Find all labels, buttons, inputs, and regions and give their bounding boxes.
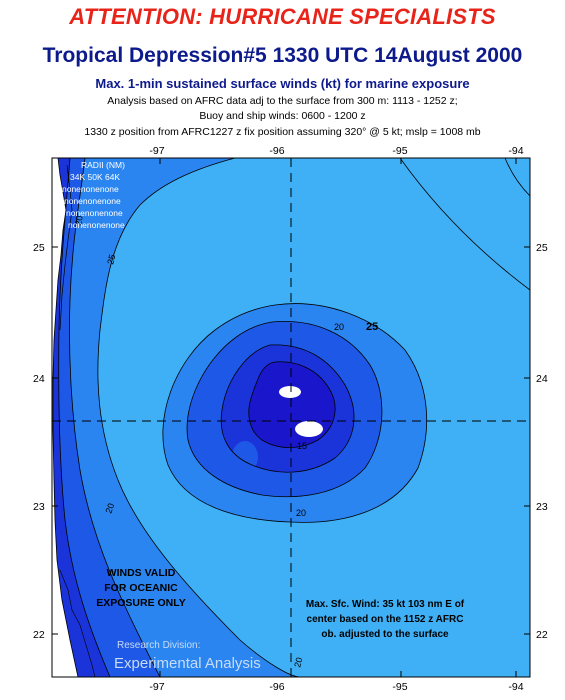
credit-text: Research Division: Experimental Analysis bbox=[114, 640, 261, 672]
axis-ticks bbox=[52, 158, 530, 677]
contour-label: 15 bbox=[297, 441, 307, 451]
winds-valid-line: EXPOSURE ONLY bbox=[96, 597, 185, 609]
contour-lines bbox=[58, 158, 530, 677]
land-mass bbox=[52, 158, 79, 677]
buoy-note: Buoy and ship winds: 0600 - 1200 z bbox=[199, 110, 366, 122]
max-wind-line: ob. adjusted to the surface bbox=[321, 629, 449, 640]
lat-label-left: 23 bbox=[33, 501, 45, 513]
contour-label: 20 bbox=[103, 502, 116, 515]
inner-band bbox=[232, 441, 258, 473]
map-subtitle: Max. 1-min sustained surface winds (kt) … bbox=[95, 76, 470, 91]
max-wind-line: Max. Sfc. Wind: 35 kt 103 nm E of bbox=[306, 599, 465, 610]
barrier-island bbox=[59, 164, 73, 331]
radii-columns: 34K 50K 64K bbox=[70, 172, 120, 182]
lon-label-bottom: -94 bbox=[508, 681, 523, 693]
lon-label-top: -96 bbox=[269, 145, 284, 157]
lon-label-bottom: -96 bbox=[269, 681, 284, 693]
radii-row: nonenonenone bbox=[64, 196, 121, 206]
lon-label-bottom: -95 bbox=[392, 681, 407, 693]
winds-valid-line: WINDS VALID bbox=[107, 567, 176, 579]
coastal-band-25-30 bbox=[52, 158, 160, 677]
contour-label: 25 bbox=[366, 321, 378, 333]
wind-field bbox=[52, 158, 530, 677]
lat-label-right: 24 bbox=[536, 373, 548, 385]
radii-row: nonenonenone bbox=[62, 184, 119, 194]
max-wind-note: Max. Sfc. Wind: 35 kt 103 nm E of center… bbox=[306, 599, 465, 640]
max-wind-line: center based on the 1152 z AFRC bbox=[307, 614, 464, 625]
analysis-note: Analysis based on AFRC data adj to the s… bbox=[107, 95, 458, 107]
lat-label-left: 24 bbox=[33, 373, 45, 385]
radii-table: RADII (NM) 34K 50K 64K nonenonenone none… bbox=[62, 160, 125, 230]
credit-line: Experimental Analysis bbox=[114, 655, 261, 672]
calm-spot-north bbox=[279, 386, 301, 398]
radii-header: RADII (NM) bbox=[81, 160, 125, 170]
lon-label-top: -97 bbox=[149, 145, 164, 157]
radii-row: nonenonenone bbox=[68, 220, 125, 230]
page-title: Tropical Depression#5 1330 UTC 14August … bbox=[42, 44, 523, 67]
radii-row: nonenonenone bbox=[66, 208, 123, 218]
winds-valid-note: WINDS VALID FOR OCEANIC EXPOSURE ONLY bbox=[96, 567, 185, 609]
lat-label-right: 23 bbox=[536, 501, 548, 513]
contour-label: 20 bbox=[296, 508, 306, 518]
center-crosshair bbox=[52, 158, 530, 677]
contour-label: 25 bbox=[105, 253, 117, 265]
position-note: 1330 z position from AFRC1227 z fix posi… bbox=[84, 126, 481, 138]
attention-banner: ATTENTION: HURRICANE SPECIALISTS bbox=[69, 4, 496, 29]
lat-label-right: 22 bbox=[536, 629, 548, 641]
coastal-band-20-25 bbox=[52, 158, 300, 677]
lon-label-top: -95 bbox=[392, 145, 407, 157]
calm-spot-south bbox=[295, 421, 323, 437]
lat-label-left: 25 bbox=[33, 242, 45, 254]
lat-label-right: 25 bbox=[536, 242, 548, 254]
contour-label: 20 bbox=[334, 322, 344, 332]
contour-label: 20 bbox=[292, 656, 304, 668]
coastal-band-30-35 bbox=[52, 158, 110, 677]
winds-valid-line: FOR OCEANIC bbox=[104, 582, 178, 594]
lon-label-bottom: -97 bbox=[149, 681, 164, 693]
lat-label-left: 22 bbox=[33, 629, 45, 641]
wind-analysis-map: -97 -96 -95 -94 -97 -96 -95 -94 25 24 23… bbox=[0, 140, 565, 695]
lon-label-top: -94 bbox=[508, 145, 523, 157]
contour-label: 20 bbox=[73, 215, 85, 227]
coast-detail bbox=[59, 569, 96, 677]
credit-line: Research Division: bbox=[117, 640, 200, 651]
